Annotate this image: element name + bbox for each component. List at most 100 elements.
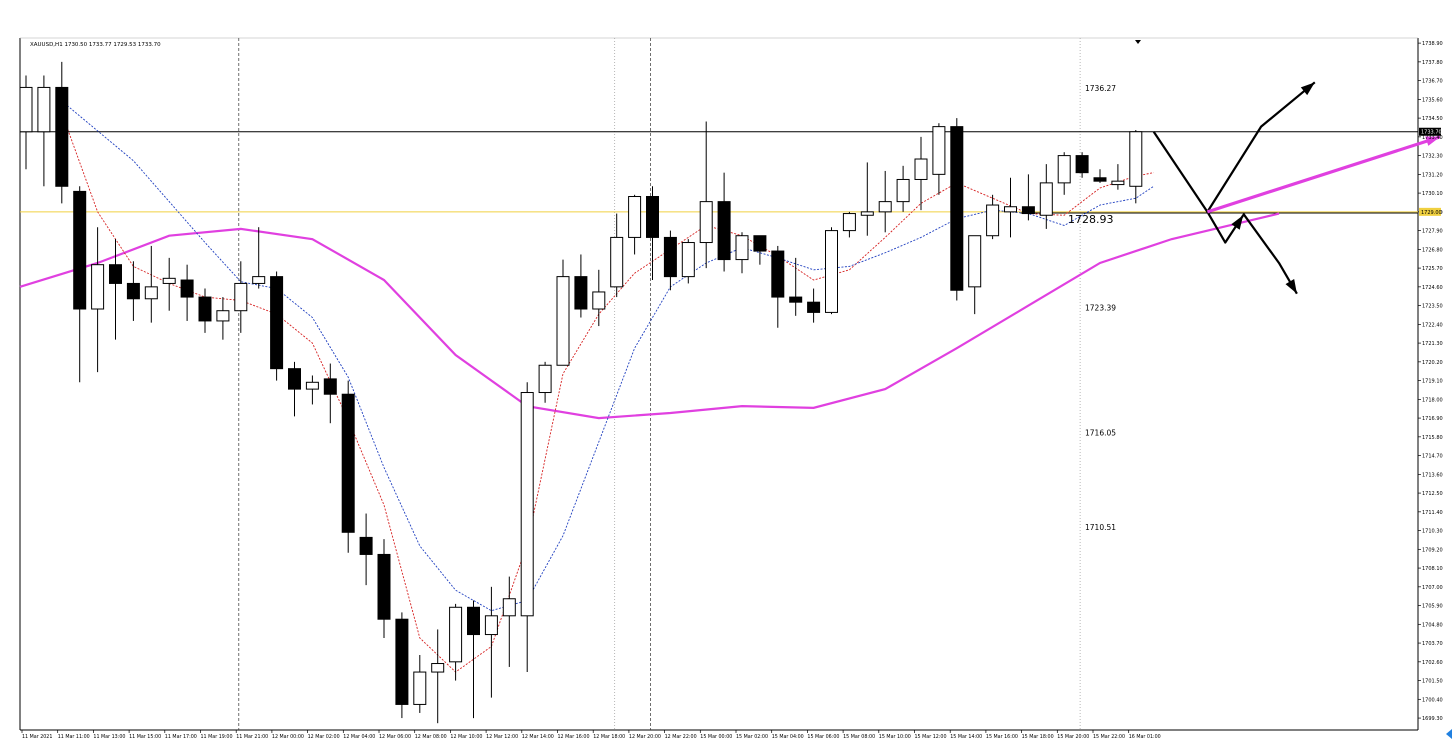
time-tick-label: 15 Mar 04:00 (772, 734, 804, 740)
time-tick-label: 15 Mar 14:00 (950, 734, 982, 740)
candle-body (467, 606, 480, 636)
price-tick-label: 1734.50 (1422, 116, 1443, 122)
candle-body (825, 230, 838, 313)
time-tick-label: 15 Mar 16:00 (986, 734, 1018, 740)
candle-body (1111, 180, 1125, 186)
candle-body (216, 310, 230, 322)
level-annotation: 1728.93 (1068, 213, 1114, 226)
price-tick-label: 1701.50 (1422, 679, 1443, 685)
candle-body (628, 196, 642, 238)
forecast-arrowhead (1231, 215, 1244, 230)
time-tick-label: 12 Mar 02:00 (308, 734, 340, 740)
time-tick-label: 11 Mar 17:00 (165, 734, 197, 740)
candle-body (717, 201, 731, 261)
price-tick-label: 1711.40 (1422, 510, 1443, 516)
moving-average-line (19, 212, 1280, 420)
candle-body (359, 536, 373, 555)
time-tick-label: 11 Mar 11:00 (58, 734, 90, 740)
price-tag (1419, 207, 1441, 216)
candle-body (162, 277, 176, 284)
price-tick-label: 1724.60 (1422, 285, 1443, 291)
candle-body (341, 393, 355, 533)
price-tick-label: 1730.10 (1422, 191, 1443, 197)
price-tick-label: 1708.10 (1422, 566, 1443, 572)
candle-body (556, 276, 570, 366)
candle-body (950, 126, 964, 291)
candle-body (860, 211, 874, 216)
price-tick-label: 1732.30 (1422, 154, 1443, 160)
price-tick-label: 1737.80 (1422, 60, 1443, 66)
candle-body (180, 279, 194, 298)
forecast-arrow (1206, 135, 1441, 214)
time-tick-label: 12 Mar 08:00 (415, 734, 447, 740)
price-tick-label: 1719.10 (1422, 379, 1443, 385)
candle-body (323, 378, 337, 395)
time-tick-label: 15 Mar 20:00 (1057, 734, 1089, 740)
candle-body (1093, 177, 1107, 182)
shift-marker-icon (1135, 40, 1141, 44)
price-tick-label: 1713.60 (1422, 472, 1443, 478)
candle-body (896, 178, 910, 203)
price-tick-label: 1699.30 (1422, 716, 1443, 722)
fib-level-label: 1710.51 (1085, 523, 1116, 532)
price-tick-label: 1718.00 (1422, 397, 1443, 403)
candle-body (789, 296, 803, 303)
candle-body (842, 213, 856, 232)
time-tick-label: 15 Mar 08:00 (843, 734, 875, 740)
price-tick-label: 1716.90 (1422, 416, 1443, 422)
candle-body (610, 236, 624, 288)
candle-body (1129, 131, 1143, 187)
candle-body (914, 158, 928, 180)
candle-body (807, 301, 821, 313)
scroll-right-icon[interactable] (1446, 729, 1452, 739)
time-tick-label: 11 Mar 21:00 (236, 734, 268, 740)
time-tick-label: 12 Mar 10:00 (450, 734, 482, 740)
candle-body (413, 671, 427, 705)
candle-body (73, 190, 87, 310)
price-tick-label: 1725.70 (1422, 266, 1443, 272)
price-tick-label: 1722.40 (1422, 322, 1443, 328)
time-tick-label: 12 Mar 22:00 (665, 734, 697, 740)
time-tick-label: 12 Mar 04:00 (343, 734, 375, 740)
price-tick-label: 1720.20 (1422, 360, 1443, 366)
candle-body (502, 598, 516, 617)
time-tick-label: 12 Mar 14:00 (522, 734, 554, 740)
time-tick-label: 15 Mar 00:00 (700, 734, 732, 740)
candle-body (109, 264, 122, 284)
candle-body (431, 663, 445, 673)
time-tick-label: 11 Mar 15:00 (129, 734, 161, 740)
candle-body (520, 392, 534, 617)
candle-body (1021, 206, 1035, 215)
price-tick-label: 1710.30 (1422, 529, 1443, 535)
candle-body (753, 235, 767, 252)
candle-body (663, 236, 677, 278)
time-tick-label: 12 Mar 06:00 (379, 734, 411, 740)
time-tick-label: 12 Mar 20:00 (629, 734, 661, 740)
price-tick-label: 1738.90 (1422, 41, 1443, 47)
time-tick-label: 15 Mar 06:00 (807, 734, 839, 740)
price-tick-label: 1703.70 (1422, 641, 1443, 647)
candle-body (484, 615, 498, 636)
candle-body (234, 282, 248, 312)
time-tick-label: 12 Mar 00:00 (272, 734, 304, 740)
candle-body (449, 606, 463, 663)
fib-level-label: 1736.27 (1085, 84, 1116, 93)
candle-body (37, 86, 51, 133)
price-tick-label: 1721.30 (1422, 341, 1443, 347)
candle-body (91, 264, 105, 310)
price-tick-label: 1700.40 (1422, 697, 1443, 703)
candle-body (305, 381, 319, 390)
time-tick-label: 12 Mar 12:00 (486, 734, 518, 740)
candle-body (538, 364, 552, 394)
price-tick-label: 1733.40 (1422, 135, 1443, 141)
price-tick-label: 1704.80 (1422, 622, 1443, 628)
candle-body (699, 201, 713, 244)
candle-body (395, 618, 409, 705)
forecast-arrow (1152, 81, 1316, 213)
candle-body (735, 235, 749, 261)
candle-body (270, 276, 284, 370)
chart-title: XAUUSD,H1 1730.50 1733.77 1729.53 1733.7… (30, 42, 161, 48)
price-tick-label: 1705.90 (1422, 604, 1443, 610)
candle-body (932, 126, 946, 175)
